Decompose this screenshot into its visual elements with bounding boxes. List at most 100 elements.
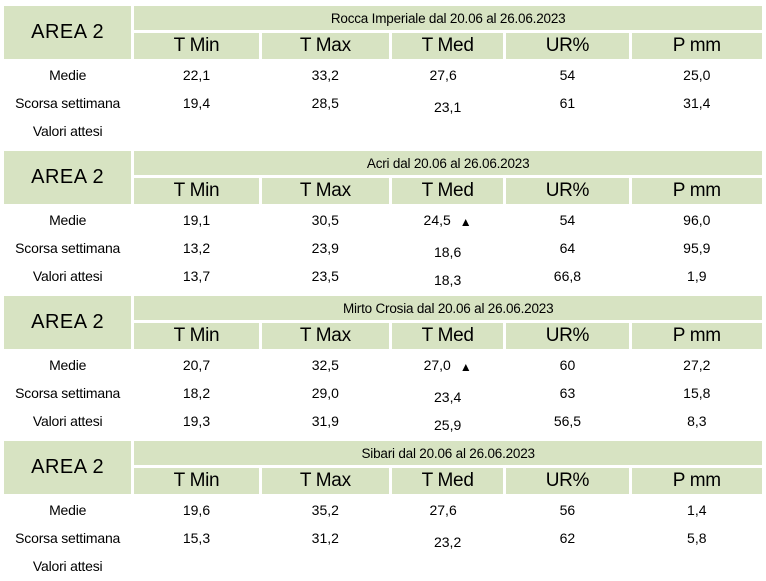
table-title: Sibari dal 20.06 al 26.06.2023 [134,441,762,465]
cell-t-med: 23,4 [391,380,504,405]
cell-ur: 61 [506,90,629,115]
cell-t-max: 31,2 [261,525,389,550]
col-header-p-mm: P mm [631,178,762,204]
area-label: AREA 2 [4,296,132,349]
area-label: AREA 2 [4,441,132,494]
weather-table-acri: AREA 2 Acri dal 20.06 al 26.06.2023 T Mi… [1,148,765,291]
trend-up-icon: ▲ [459,359,472,374]
row-scorsa-settimana: Scorsa settimana 15,3 31,2 23,2 62 5,8 [4,525,762,550]
cell-t-med: 27,6 [391,62,504,87]
cell-t-min: 19,4 [134,90,259,115]
row-scorsa-settimana: Scorsa settimana 13,2 23,9 18,6 64 95,9 [4,235,762,260]
cell-ur: 54 [506,62,629,87]
cell-t-min: 20,7 [134,352,259,377]
cell-t-med: 24,5 ▲ [391,207,504,232]
cell-t-med [391,553,504,578]
row-label: Medie [4,207,132,232]
cell-t-med: 27,0 ▲ [391,352,504,377]
cell-t-med: 18,6 [391,235,504,260]
cell-t-max [261,118,389,143]
row-label: Scorsa settimana [4,90,132,115]
weather-table-mirto-crosia: AREA 2 Mirto Crosia dal 20.06 al 26.06.2… [1,293,765,436]
area-label: AREA 2 [4,151,132,204]
col-header-ur: UR% [506,178,629,204]
row-valori-attesi: Valori attesi 13,7 23,5 18,3 66,8 1,9 [4,263,762,288]
cell-t-min [134,118,259,143]
cell-p-mm: 1,9 [631,263,762,288]
cell-t-med: 23,2 [391,525,504,550]
row-label: Valori attesi [4,408,132,433]
row-medie: Medie 22,1 33,2 27,6 54 25,0 [4,62,762,87]
row-medie: Medie 20,7 32,5 27,0 ▲ 60 27,2 [4,352,762,377]
row-label: Valori attesi [4,263,132,288]
col-header-ur: UR% [506,323,629,349]
row-label: Medie [4,62,132,87]
cell-t-min: 19,6 [134,497,259,522]
cell-p-mm: 8,3 [631,408,762,433]
cell-t-min [134,553,259,578]
table-title: Mirto Crosia dal 20.06 al 26.06.2023 [134,296,762,320]
col-header-ur: UR% [506,33,629,59]
column-header-row: T Min T Max T Med UR% P mm [4,323,762,349]
cell-t-min: 13,2 [134,235,259,260]
col-header-t-min: T Min [134,323,259,349]
column-header-row: T Min T Max T Med UR% P mm [4,33,762,59]
col-header-t-med: T Med [391,33,504,59]
cell-p-mm: 1,4 [631,497,762,522]
col-header-t-max: T Max [261,33,389,59]
cell-ur: 62 [506,525,629,550]
col-header-p-mm: P mm [631,468,762,494]
cell-t-max: 33,2 [261,62,389,87]
cell-p-mm: 31,4 [631,90,762,115]
col-header-t-min: T Min [134,33,259,59]
cell-ur [506,553,629,578]
cell-t-max [261,553,389,578]
row-scorsa-settimana: Scorsa settimana 18,2 29,0 23,4 63 15,8 [4,380,762,405]
cell-ur [506,118,629,143]
cell-p-mm: 27,2 [631,352,762,377]
cell-t-max: 23,9 [261,235,389,260]
row-medie: Medie 19,1 30,5 24,5 ▲ 54 96,0 [4,207,762,232]
table-title: Acri dal 20.06 al 26.06.2023 [134,151,762,175]
cell-t-max: 32,5 [261,352,389,377]
row-label: Scorsa settimana [4,235,132,260]
row-label: Scorsa settimana [4,525,132,550]
cell-t-med: 27,6 [391,497,504,522]
row-valori-attesi: Valori attesi [4,553,762,578]
table-title: Rocca Imperiale dal 20.06 al 26.06.2023 [134,6,762,30]
col-header-t-max: T Max [261,468,389,494]
cell-ur: 56,5 [506,408,629,433]
row-label: Valori attesi [4,553,132,578]
cell-ur: 63 [506,380,629,405]
cell-t-min: 19,1 [134,207,259,232]
cell-p-mm: 95,9 [631,235,762,260]
col-header-t-max: T Max [261,323,389,349]
cell-t-max: 28,5 [261,90,389,115]
cell-p-mm: 96,0 [631,207,762,232]
row-valori-attesi: Valori attesi 19,3 31,9 25,9 56,5 8,3 [4,408,762,433]
col-header-t-med: T Med [391,323,504,349]
cell-ur: 54 [506,207,629,232]
col-header-p-mm: P mm [631,33,762,59]
cell-t-med: 18,3 [391,263,504,288]
cell-ur: 64 [506,235,629,260]
cell-t-med: 25,9 [391,408,504,433]
row-valori-attesi: Valori attesi [4,118,762,143]
col-header-t-max: T Max [261,178,389,204]
cell-p-mm [631,118,762,143]
column-header-row: T Min T Max T Med UR% P mm [4,468,762,494]
row-label: Medie [4,497,132,522]
col-header-t-min: T Min [134,178,259,204]
cell-ur: 66,8 [506,263,629,288]
cell-t-max: 31,9 [261,408,389,433]
weather-table-rocca-imperiale: AREA 2 Rocca Imperiale dal 20.06 al 26.0… [1,3,765,146]
col-header-t-min: T Min [134,468,259,494]
row-scorsa-settimana: Scorsa settimana 19,4 28,5 23,1 61 31,4 [4,90,762,115]
cell-ur: 60 [506,352,629,377]
cell-p-mm: 15,8 [631,380,762,405]
cell-t-min: 18,2 [134,380,259,405]
cell-t-max: 23,5 [261,263,389,288]
col-header-ur: UR% [506,468,629,494]
area-label: AREA 2 [4,6,132,59]
